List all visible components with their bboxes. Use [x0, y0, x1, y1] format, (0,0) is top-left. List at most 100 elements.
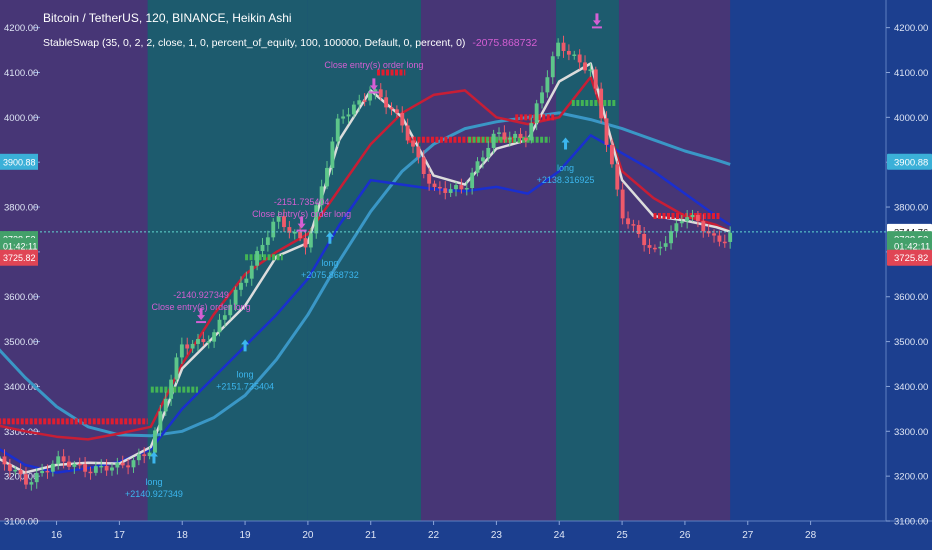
- session-zone-2: [307, 0, 422, 521]
- y-tick-label-9: 4000.00: [894, 113, 928, 124]
- candle-body: [626, 218, 630, 225]
- candle-body: [384, 97, 389, 108]
- price-badge-4: [887, 249, 932, 266]
- strategy-legend[interactable]: StableSwap (35, 0, 2, 2, close, 1, 0, pe…: [43, 37, 537, 49]
- candle-body: [0, 456, 2, 459]
- candle-body: [72, 463, 77, 467]
- y-tick-label-left-10: 4100.00: [4, 68, 38, 79]
- candle-body: [206, 341, 211, 344]
- candle-body: [13, 469, 18, 472]
- candle-body: [104, 465, 109, 471]
- candle-body: [271, 221, 276, 238]
- candle-body: [523, 138, 528, 141]
- y-tick-label-7: 3800.00: [894, 203, 928, 214]
- candle-body: [67, 461, 71, 467]
- candle-body: [475, 161, 480, 173]
- candle-body: [249, 265, 254, 279]
- signal-arrow-down-5: [369, 78, 378, 91]
- candle-body: [486, 147, 491, 158]
- price-badge-label-0: 3900.88: [894, 157, 928, 168]
- candle-body: [583, 62, 587, 71]
- y-tick-label-left-4: 3500.00: [4, 337, 38, 348]
- candle-body: [163, 398, 168, 412]
- candle-body: [389, 107, 394, 110]
- x-tick-label-0: 16: [51, 530, 63, 541]
- y-tick-label-left-7: 3800.00: [4, 203, 38, 214]
- x-tick-label-7: 23: [491, 530, 503, 541]
- candle-body: [136, 454, 141, 461]
- candle-body: [405, 125, 410, 141]
- candle-body: [260, 244, 265, 252]
- series-line-ma_fast: [0, 62, 731, 474]
- candle-body: [61, 456, 66, 462]
- signal-arrow-down-7: [592, 13, 601, 26]
- trade-annotation-0-0: long: [145, 477, 162, 487]
- candle-body: [437, 186, 442, 189]
- trade-annotation-1-1: Close entry(s) order long: [152, 302, 251, 312]
- candle-body: [588, 69, 593, 71]
- candle-body: [609, 144, 614, 165]
- x-tick-label-4: 20: [302, 530, 314, 541]
- candle-body: [7, 464, 12, 471]
- series-line-ma_blue: [0, 134, 731, 474]
- candle-body: [411, 140, 415, 147]
- x-tick-label-8: 24: [554, 530, 566, 541]
- candle-body: [357, 100, 362, 105]
- candle-body: [308, 233, 313, 248]
- y-tick-label-5: 3600.00: [894, 292, 928, 303]
- candle-body: [421, 157, 426, 174]
- y-tick-label-1: 3200.00: [894, 472, 928, 483]
- candle-body: [577, 54, 582, 63]
- candle-body: [212, 332, 217, 342]
- candle-body: [153, 430, 157, 453]
- candles-group: [0, 35, 733, 491]
- trade-annotation-1-0: -2140.927349: [173, 290, 229, 300]
- candle-body: [636, 224, 641, 235]
- price-badge-label-3: 01:42:11: [894, 242, 930, 253]
- candle-body: [416, 146, 421, 158]
- candle-body: [201, 339, 206, 343]
- candle-body: [239, 282, 243, 290]
- candle-body: [142, 454, 147, 457]
- long-arrow-up-0: [149, 451, 158, 464]
- price-badge-0: [887, 153, 932, 170]
- left-price-badge-label-4: 3725.82: [3, 253, 36, 263]
- y-tick-label-left-3: 3400.00: [4, 382, 38, 393]
- candle-body: [93, 466, 98, 473]
- trade-annotation-4-0: long: [321, 258, 338, 268]
- left-price-badge-0: [0, 153, 38, 170]
- candle-body: [222, 315, 227, 320]
- y-tick-label-11: 4200.00: [894, 23, 928, 34]
- y-tick-label-3: 3400.00: [894, 382, 928, 393]
- candle-body: [319, 186, 324, 206]
- trade-annotation-2-0: long: [237, 369, 254, 379]
- y-tick-label-2: 3300.00: [894, 427, 928, 438]
- candle-body: [228, 304, 233, 316]
- x-tick-label-9: 25: [617, 530, 629, 541]
- price-axis-panel: [886, 0, 932, 550]
- candle-body: [480, 157, 485, 162]
- candle-body: [40, 470, 45, 474]
- x-tick-label-12: 28: [805, 530, 817, 541]
- candle-body: [115, 462, 120, 468]
- candle-body: [158, 411, 163, 431]
- candle-body: [378, 89, 383, 98]
- candle-body: [351, 104, 356, 115]
- strategy-value: -2075.868732: [472, 37, 538, 49]
- candle-body: [545, 77, 550, 93]
- signal-arrow-down-3: [297, 216, 306, 229]
- candle-body: [663, 243, 668, 247]
- x-tick-label-1: 17: [114, 530, 126, 541]
- candle-body: [722, 241, 727, 244]
- candle-body: [464, 188, 469, 190]
- candle-body: [169, 379, 174, 399]
- candle-body: [29, 482, 34, 485]
- candle-body: [652, 247, 657, 250]
- x-tick-label-5: 21: [365, 530, 377, 541]
- candle-body: [131, 460, 136, 468]
- long-arrow-up-4: [325, 231, 334, 244]
- trade-annotation-6-1: +2138.316925: [537, 175, 595, 185]
- candle-body: [695, 214, 700, 222]
